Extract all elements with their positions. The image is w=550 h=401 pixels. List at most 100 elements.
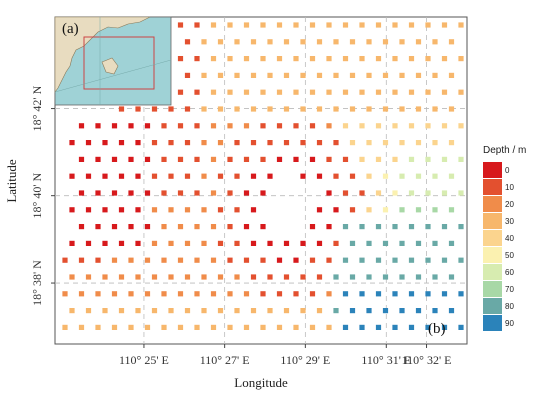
station-marker [69, 274, 75, 280]
station-marker [168, 308, 174, 314]
station-marker [217, 72, 224, 78]
station-marker [309, 257, 316, 263]
x-axis-ticks: 110° 25' E 110° 27' E 110° 29' E 110° 31' E… [119, 344, 451, 367]
station-marker [366, 140, 372, 146]
station-marker [432, 106, 438, 112]
station-marker [227, 123, 233, 129]
station-marker [95, 324, 101, 330]
station-marker [309, 224, 316, 230]
station-marker [382, 140, 389, 146]
station-marker [432, 207, 438, 213]
station-marker [227, 257, 233, 263]
station-marker [184, 39, 191, 45]
station-marker [78, 257, 85, 263]
legend-label: 20 [505, 200, 514, 209]
station-marker [425, 291, 431, 297]
station-marker [399, 106, 405, 112]
station-marker [177, 291, 184, 297]
station-marker [194, 257, 200, 263]
station-marker [250, 240, 257, 246]
station-marker [234, 173, 240, 179]
station-marker [177, 56, 184, 62]
y-axis-ticks: 18° 38' N 18° 40' N 18° 42' N [30, 85, 55, 306]
station-marker [250, 207, 257, 213]
station-marker [177, 190, 184, 196]
station-marker [392, 89, 398, 95]
station-marker [243, 190, 250, 196]
station-marker [448, 207, 455, 213]
station-marker [267, 106, 273, 112]
station-marker [399, 274, 405, 280]
station-marker [227, 291, 233, 297]
station-marker [217, 308, 224, 314]
station-marker [392, 257, 398, 263]
station-marker [366, 274, 372, 280]
station-marker [194, 123, 200, 129]
station-marker [309, 89, 316, 95]
station-marker [250, 72, 257, 78]
station-marker [342, 22, 349, 28]
station-marker [260, 156, 266, 162]
station-marker [260, 257, 266, 263]
station-marker [102, 274, 108, 280]
legend-swatch [483, 162, 502, 178]
station-marker [432, 240, 438, 246]
station-marker [448, 106, 455, 112]
station-marker [194, 190, 200, 196]
station-marker [151, 106, 158, 112]
station-marker [359, 224, 365, 230]
station-marker [392, 56, 398, 62]
station-marker [201, 140, 207, 146]
station-marker [201, 72, 207, 78]
station-marker [300, 72, 306, 78]
depth-legend: Depth / m 0 10 20 30 40 50 60 70 80 90 [483, 145, 526, 331]
station-marker [243, 56, 250, 62]
station-marker [349, 140, 356, 146]
station-marker [359, 190, 365, 196]
station-markers [62, 22, 464, 330]
station-marker [243, 22, 250, 28]
inset-island [101, 57, 119, 75]
station-marker [78, 224, 85, 230]
station-marker [260, 123, 266, 129]
station-marker [161, 123, 167, 129]
station-marker [408, 190, 415, 196]
station-marker [458, 56, 464, 62]
station-marker [128, 123, 134, 129]
station-marker [210, 324, 217, 330]
station-marker [217, 106, 224, 112]
station-marker [210, 224, 217, 230]
station-marker [448, 39, 455, 45]
station-marker [276, 89, 283, 95]
station-marker [161, 156, 167, 162]
station-marker [458, 123, 464, 129]
legend-swatch [483, 213, 502, 229]
y-tick-label: 18° 38' N [30, 260, 44, 306]
station-marker [399, 240, 405, 246]
station-marker [326, 123, 332, 129]
station-marker [441, 324, 448, 330]
station-marker [408, 324, 415, 330]
station-marker [135, 308, 141, 314]
station-marker [392, 224, 398, 230]
station-marker [441, 22, 448, 28]
station-marker [375, 257, 382, 263]
station-marker [69, 173, 75, 179]
station-marker [349, 39, 356, 45]
station-marker [260, 56, 266, 62]
station-marker [283, 274, 290, 280]
station-marker [177, 22, 184, 28]
station-marker [217, 173, 224, 179]
station-marker [333, 140, 339, 146]
station-marker [392, 22, 398, 28]
station-marker [102, 308, 108, 314]
station-marker [300, 173, 306, 179]
legend-swatch [483, 264, 502, 280]
station-marker [432, 308, 438, 314]
station-marker [243, 156, 250, 162]
station-marker [375, 190, 382, 196]
station-marker [326, 22, 332, 28]
station-marker [316, 274, 323, 280]
station-marker [316, 140, 323, 146]
station-marker [250, 274, 257, 280]
